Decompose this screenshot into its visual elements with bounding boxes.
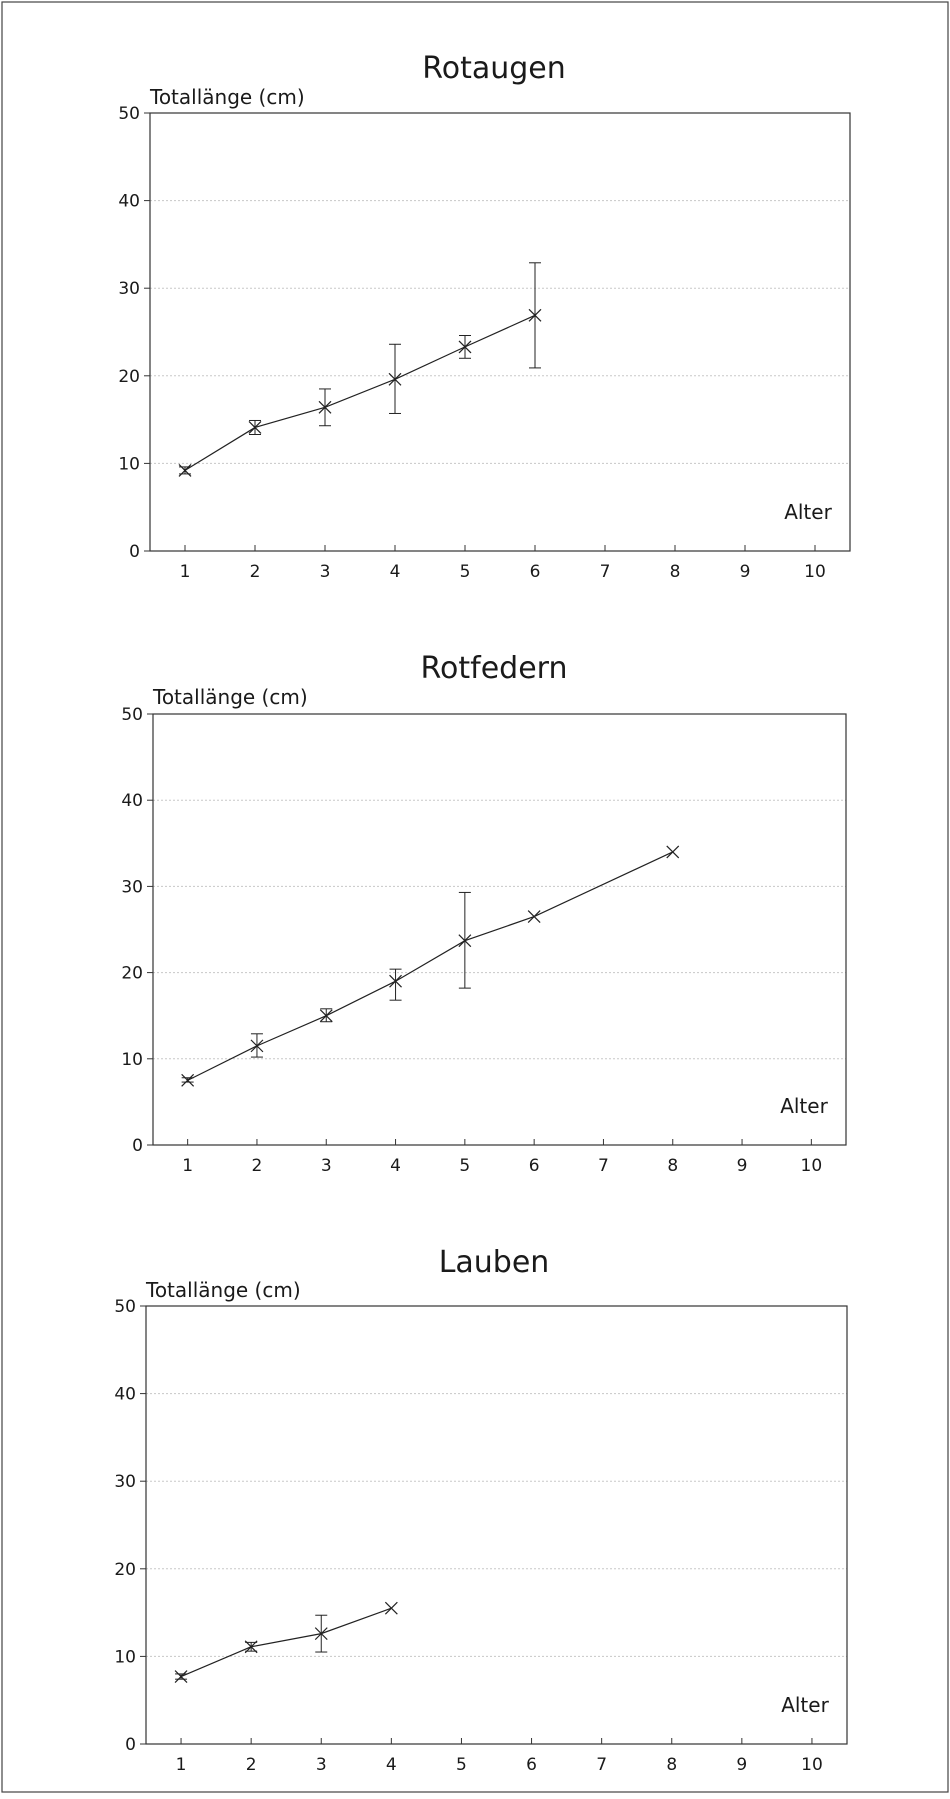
y-tick-label: 0 bbox=[132, 1136, 143, 1156]
y-tick-label: 30 bbox=[118, 279, 140, 299]
plot-frame bbox=[149, 112, 851, 552]
x-tick-label: 4 bbox=[390, 562, 401, 582]
x-tick-label: 2 bbox=[252, 1156, 263, 1176]
x-tick-label: 6 bbox=[529, 1156, 540, 1176]
x-tick-label: 3 bbox=[321, 1156, 332, 1176]
x-tick-label: 3 bbox=[320, 562, 331, 582]
chart-2: Rotfedern Totallänge (cm) 0 10 20 30 40 50 1 2 3 4 5… bbox=[121, 651, 847, 1176]
x-tick-label: 10 bbox=[801, 1755, 823, 1775]
y-axis-label: Totallänge (cm) bbox=[149, 85, 305, 109]
x-tick-label: 8 bbox=[670, 562, 681, 582]
y-tick-label: 40 bbox=[114, 1385, 136, 1405]
data-point bbox=[250, 1039, 264, 1053]
x-tick-label: 10 bbox=[804, 562, 826, 582]
x-tick-label: 5 bbox=[459, 1156, 470, 1176]
y-tick-label: 50 bbox=[121, 705, 143, 725]
y-tick-label: 50 bbox=[118, 104, 140, 124]
x-tick-label: 5 bbox=[460, 562, 471, 582]
x-axis-label: Alter bbox=[780, 1094, 828, 1118]
data-point bbox=[528, 308, 542, 322]
y-tick-label: 40 bbox=[118, 192, 140, 212]
y-tick-label: 30 bbox=[121, 877, 143, 897]
y-tick-label: 20 bbox=[114, 1560, 136, 1580]
data-point bbox=[178, 463, 192, 477]
data-point bbox=[319, 1009, 333, 1023]
x-tick-label: 1 bbox=[176, 1755, 187, 1775]
y-tick-label: 50 bbox=[114, 1297, 136, 1317]
x-tick-label: 9 bbox=[736, 1755, 747, 1775]
data-point bbox=[384, 1601, 398, 1615]
x-tick-label: 2 bbox=[246, 1755, 257, 1775]
x-axis-label: Alter bbox=[781, 1693, 829, 1717]
y-tick-label: 0 bbox=[125, 1735, 136, 1755]
y-tick-label: 10 bbox=[121, 1050, 143, 1070]
x-axis-label: Alter bbox=[784, 500, 832, 524]
x-tick-label: 7 bbox=[600, 562, 611, 582]
chart-1: Rotaugen Totallänge (cm) 0 10 20 30 40 50 1 2 3 4 5 6… bbox=[118, 51, 851, 582]
y-tick-label: 20 bbox=[118, 367, 140, 387]
data-point bbox=[389, 974, 402, 988]
plot-frame bbox=[145, 1305, 848, 1745]
data-point bbox=[248, 421, 262, 434]
y-tick-label: 0 bbox=[129, 542, 140, 562]
y-axis-label: Totallänge (cm) bbox=[145, 1278, 301, 1302]
x-tick-label: 4 bbox=[390, 1156, 401, 1176]
x-tick-label: 2 bbox=[250, 562, 261, 582]
x-tick-label: 3 bbox=[316, 1755, 327, 1775]
data-point bbox=[666, 845, 680, 859]
x-tick-label: 9 bbox=[737, 1156, 748, 1176]
x-tick-label: 5 bbox=[456, 1755, 467, 1775]
y-tick-label: 10 bbox=[114, 1647, 136, 1667]
data-point bbox=[174, 1670, 188, 1683]
data-point bbox=[458, 340, 472, 354]
data-point bbox=[244, 1640, 258, 1654]
data-point bbox=[181, 1073, 195, 1087]
y-tick-label: 30 bbox=[114, 1472, 136, 1492]
chart-title: Rotaugen bbox=[422, 51, 566, 86]
y-tick-label: 40 bbox=[121, 791, 143, 811]
chart-3: Lauben Totallänge (cm) 0 10 20 30 40 50 1 2 3 4 5 6 7 8… bbox=[114, 1245, 848, 1775]
chart-title: Rotfedern bbox=[421, 651, 568, 686]
data-point bbox=[527, 910, 541, 923]
series-line bbox=[180, 1607, 392, 1678]
plot-frame bbox=[152, 713, 847, 1146]
y-tick-label: 10 bbox=[118, 454, 140, 474]
x-tick-label: 6 bbox=[530, 562, 541, 582]
x-tick-label: 8 bbox=[666, 1755, 677, 1775]
data-point bbox=[388, 372, 402, 386]
data-point bbox=[314, 1627, 328, 1641]
x-tick-label: 1 bbox=[180, 562, 191, 582]
chart-title: Lauben bbox=[439, 1245, 550, 1280]
x-tick-label: 4 bbox=[386, 1755, 397, 1775]
y-axis-label: Totallänge (cm) bbox=[152, 685, 308, 709]
x-tick-label: 6 bbox=[526, 1755, 537, 1775]
series-line bbox=[184, 314, 536, 471]
x-tick-label: 9 bbox=[740, 562, 751, 582]
x-tick-label: 7 bbox=[598, 1156, 609, 1176]
x-tick-label: 8 bbox=[667, 1156, 678, 1176]
y-tick-label: 20 bbox=[121, 964, 143, 984]
data-point bbox=[458, 934, 472, 948]
data-point bbox=[318, 400, 332, 414]
x-tick-label: 1 bbox=[182, 1156, 193, 1176]
x-tick-label: 10 bbox=[801, 1156, 823, 1176]
x-tick-label: 7 bbox=[596, 1755, 607, 1775]
